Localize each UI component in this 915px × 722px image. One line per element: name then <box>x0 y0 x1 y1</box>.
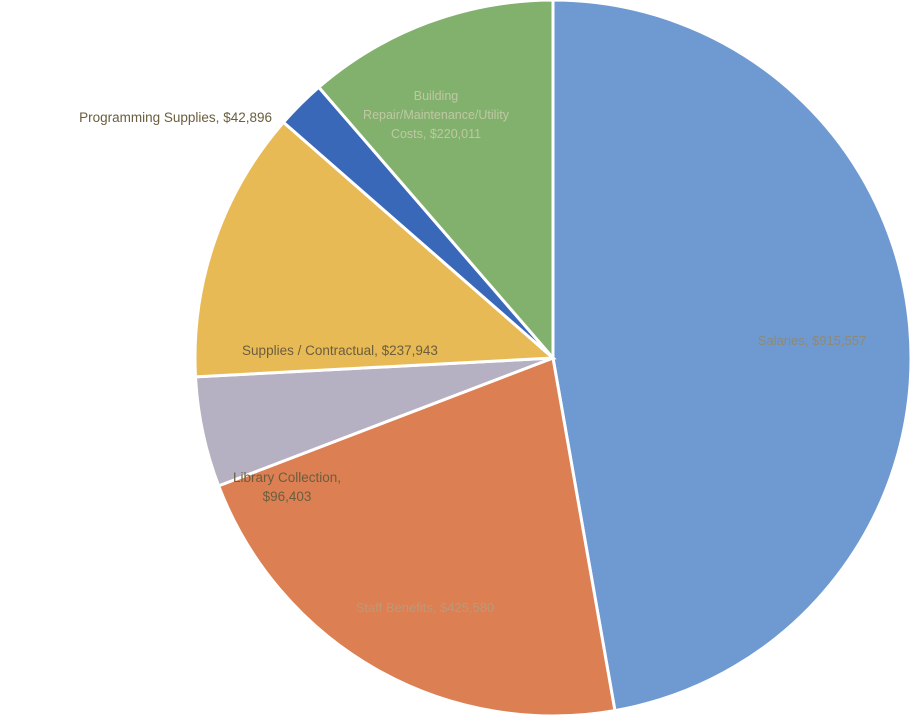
pie-slice <box>216 355 617 718</box>
slice-data-label: Salaries, $915,557 <box>758 333 866 348</box>
slice-data-label: Library Collection, $96,403 <box>233 470 341 504</box>
slice-data-label: Supplies / Contractual, $237,943 <box>242 343 438 358</box>
pie-slice <box>193 120 557 379</box>
slice-data-label: Building Repair/Maintenance/Utility Costs,… <box>363 89 510 141</box>
pie-slice <box>316 0 555 363</box>
slice-data-label: Programming Supplies, $42,896 <box>79 110 272 125</box>
pie-slice <box>551 0 913 713</box>
slice-data-label: Staff Benefits, $425,580 <box>356 600 495 615</box>
